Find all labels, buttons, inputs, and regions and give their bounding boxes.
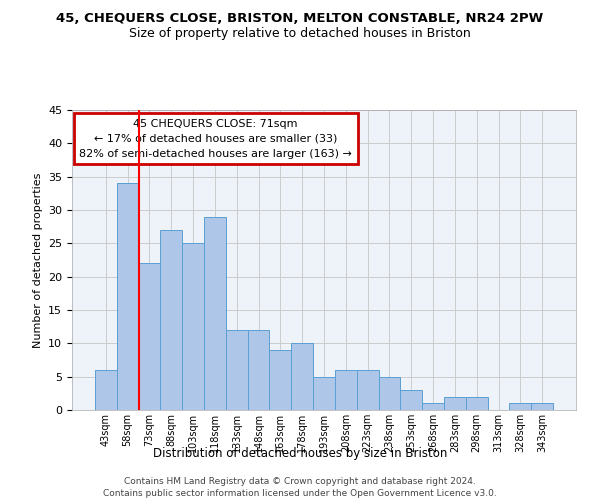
Bar [226, 330, 248, 410]
Bar [291, 344, 313, 410]
Bar [444, 396, 466, 410]
Bar [204, 216, 226, 410]
Bar [379, 376, 400, 410]
Bar [139, 264, 160, 410]
Bar [357, 370, 379, 410]
Text: Contains HM Land Registry data © Crown copyright and database right 2024.: Contains HM Land Registry data © Crown c… [124, 478, 476, 486]
Bar [248, 330, 269, 410]
Bar [160, 230, 182, 410]
Bar [313, 376, 335, 410]
Bar [182, 244, 204, 410]
Text: Distribution of detached houses by size in Briston: Distribution of detached houses by size … [153, 448, 447, 460]
Text: 45, CHEQUERS CLOSE, BRISTON, MELTON CONSTABLE, NR24 2PW: 45, CHEQUERS CLOSE, BRISTON, MELTON CONS… [56, 12, 544, 26]
Y-axis label: Number of detached properties: Number of detached properties [32, 172, 43, 348]
Bar [422, 404, 444, 410]
Bar [509, 404, 531, 410]
Bar [400, 390, 422, 410]
Bar [531, 404, 553, 410]
Bar [95, 370, 117, 410]
Bar [269, 350, 291, 410]
Bar [466, 396, 488, 410]
Text: 45 CHEQUERS CLOSE: 71sqm
← 17% of detached houses are smaller (33)
82% of semi-d: 45 CHEQUERS CLOSE: 71sqm ← 17% of detach… [79, 119, 352, 158]
Bar [335, 370, 357, 410]
Text: Contains public sector information licensed under the Open Government Licence v3: Contains public sector information licen… [103, 489, 497, 498]
Bar [117, 184, 139, 410]
Text: Size of property relative to detached houses in Briston: Size of property relative to detached ho… [129, 28, 471, 40]
